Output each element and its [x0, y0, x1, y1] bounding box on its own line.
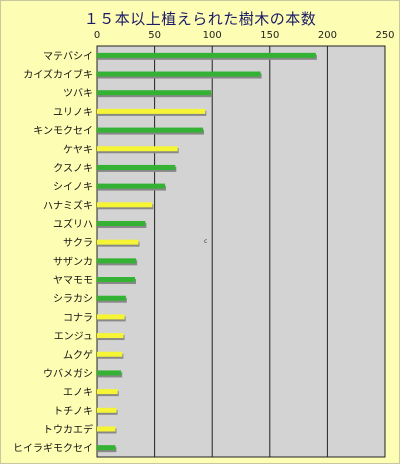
plot-area	[96, 45, 386, 458]
x-tick-label-100: 100	[203, 30, 222, 41]
bar-15	[97, 314, 125, 320]
bar-14	[97, 295, 126, 301]
y-tick-label-3: ツバキ	[63, 88, 93, 100]
y-tick-label-8: シイノキ	[53, 182, 93, 193]
y-tick-label-17: ムクゲ	[63, 349, 93, 361]
bar-16	[97, 333, 124, 339]
bar-2	[97, 71, 261, 77]
bar-3	[97, 90, 212, 96]
x-tick-label-200: 200	[318, 30, 337, 41]
y-tick-label-10: ユズリハ	[53, 217, 93, 230]
y-tick-label-22: ヒイラギモクセイ	[13, 443, 93, 455]
y-tick-label-21: トウカエデ	[43, 423, 93, 436]
bar-19	[97, 389, 118, 395]
y-tick-label-14: シラカシ	[53, 293, 93, 305]
bar-7	[97, 164, 176, 170]
y-tick-label-1: マテバシイ	[43, 50, 93, 62]
plot-annotation: c	[204, 238, 208, 245]
x-tick-label-150: 150	[260, 30, 279, 41]
bar-6	[97, 146, 178, 152]
y-tick-label-15: コナラ	[63, 312, 93, 324]
y-tick-label-2: カイズカイブキ	[23, 68, 93, 81]
bar-5	[97, 127, 203, 133]
bar-21	[97, 426, 116, 432]
y-tick-label-6: ケヤキ	[63, 144, 93, 156]
y-tick-label-4: ユリノキ	[53, 107, 93, 118]
y-tick-label-11: サクラ	[63, 237, 93, 249]
bar-4	[97, 108, 206, 114]
bar-18	[97, 370, 122, 376]
y-tick-label-7: クスノキ	[53, 162, 93, 174]
bar-8	[97, 183, 165, 189]
bar-22	[97, 445, 116, 451]
x-tick-label-0: 0	[94, 30, 100, 41]
bar-1	[97, 52, 316, 58]
bar-20	[97, 407, 117, 413]
y-tick-label-16: エンジュ	[54, 332, 93, 343]
chart-title: １５本以上植えられた樹木の本数	[83, 10, 317, 28]
x-tick-label-50: 50	[148, 30, 161, 41]
bar-17	[97, 351, 123, 357]
bar-10	[97, 220, 146, 226]
x-tick-label-250: 250	[375, 30, 394, 41]
y-tick-label-12: サザンカ	[53, 256, 93, 268]
y-tick-label-19: エノキ	[63, 388, 93, 399]
bar-12	[97, 258, 137, 264]
bar-11	[97, 239, 139, 245]
y-tick-label-5: キンモクセイ	[33, 125, 93, 137]
y-tick-label-13: ヤマモモ	[53, 276, 93, 287]
y-tick-label-18: ウバメガシ	[43, 368, 93, 380]
y-tick-label-9: ハナミズキ	[43, 199, 93, 212]
y-tick-label-20: トチノキ	[53, 405, 93, 417]
bar-9	[97, 202, 153, 208]
bar-13	[97, 277, 136, 283]
